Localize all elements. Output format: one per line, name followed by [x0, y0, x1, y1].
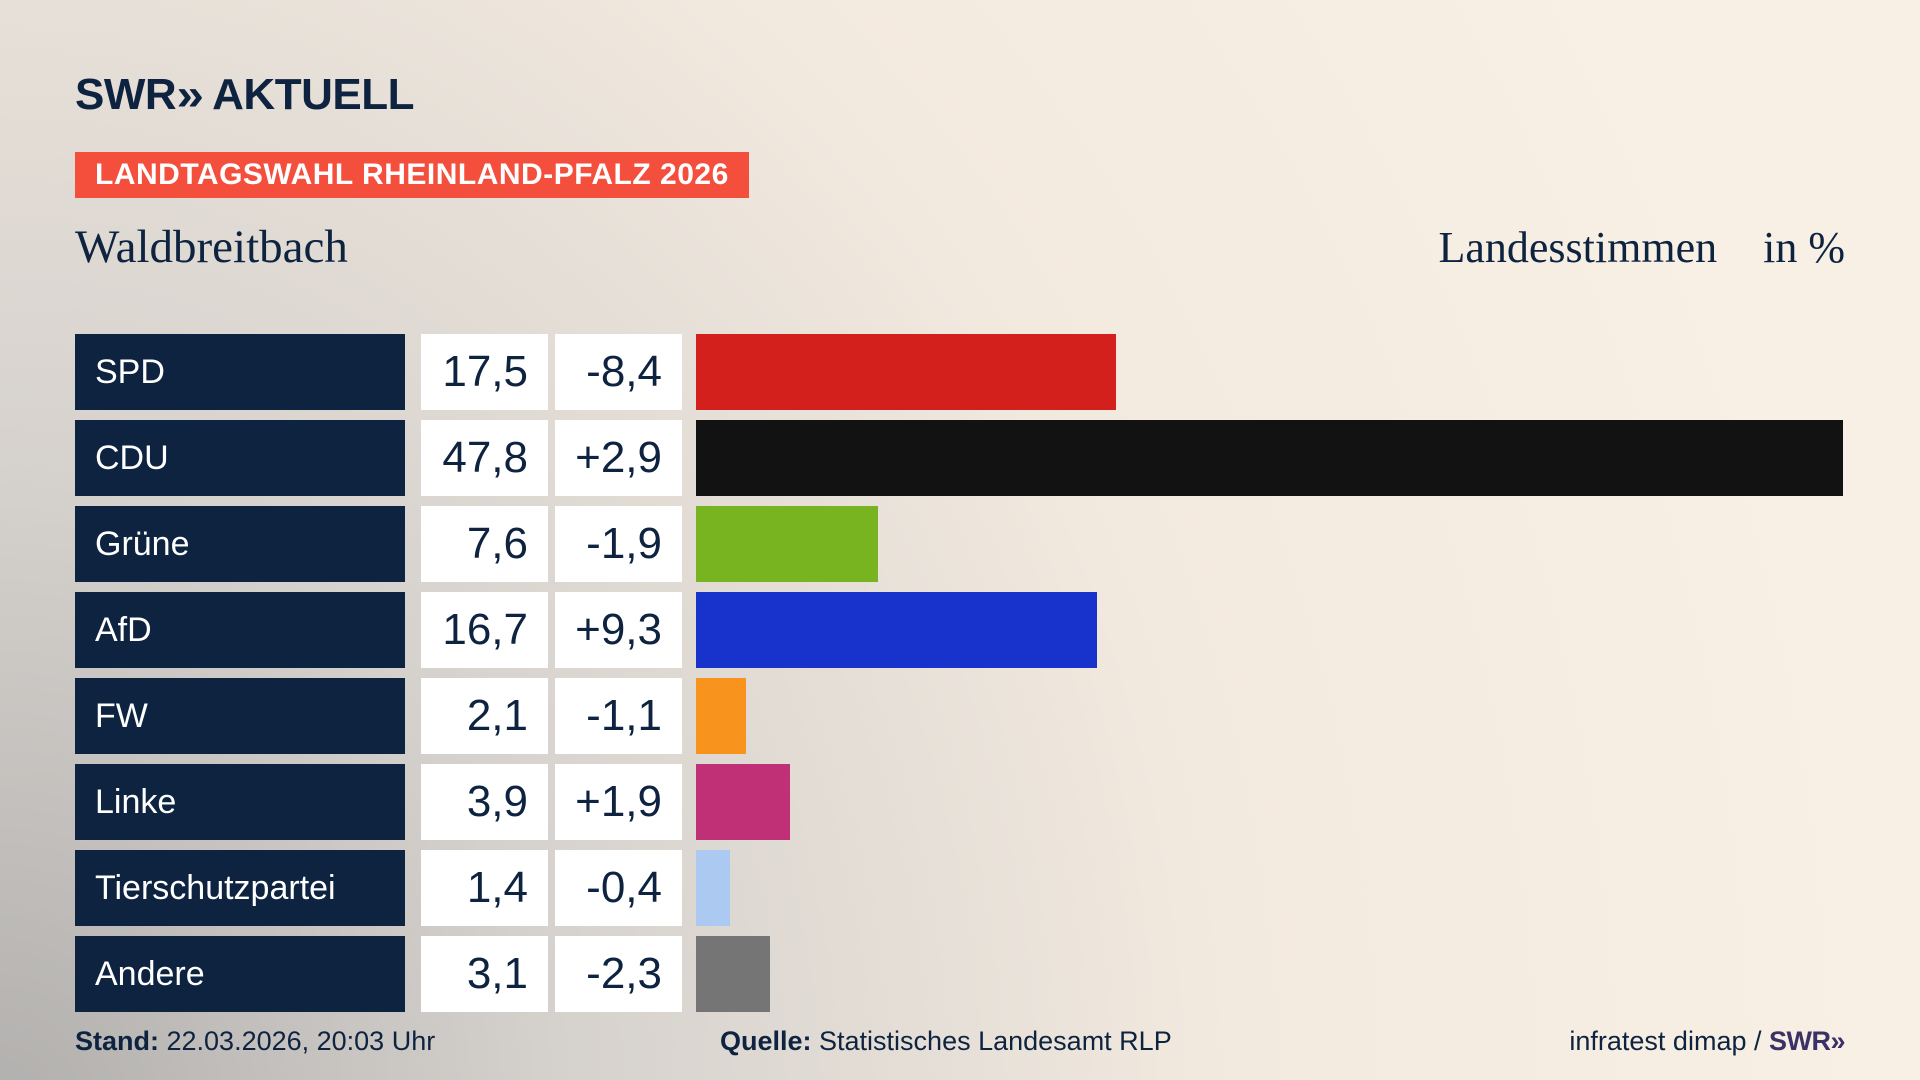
- spacer: [405, 936, 421, 1012]
- spacer: [548, 506, 555, 582]
- swr-footer-logo: SWR»: [1768, 1026, 1846, 1056]
- swr-chevrons-icon: »: [176, 69, 204, 120]
- spacer: [682, 592, 696, 668]
- spacer: [548, 764, 555, 840]
- value-cell: 3,1: [421, 936, 548, 1012]
- value-cell: 47,8: [421, 420, 548, 496]
- spacer: [682, 850, 696, 926]
- spacer: [405, 334, 421, 410]
- change-cell: -8,4: [555, 334, 682, 410]
- party-label: Tierschutzpartei: [75, 850, 405, 926]
- value-cell: 1,4: [421, 850, 548, 926]
- spacer: [405, 764, 421, 840]
- value-cell: 2,1: [421, 678, 548, 754]
- change-cell: -1,9: [555, 506, 682, 582]
- chart-row: Grüne 7,6 -1,9: [75, 506, 1920, 582]
- change-cell: +1,9: [555, 764, 682, 840]
- change-cell: +9,3: [555, 592, 682, 668]
- spacer: [548, 850, 555, 926]
- change-cell: -2,3: [555, 936, 682, 1012]
- attribution: infratest dimap / SWR»: [1569, 1026, 1845, 1057]
- change-cell: -0,4: [555, 850, 682, 926]
- value-cell: 7,6: [421, 506, 548, 582]
- bar: [696, 334, 1116, 410]
- title-row: Waldbreitbach Landesstimmen in %: [75, 220, 1845, 274]
- party-label: Grüne: [75, 506, 405, 582]
- spacer: [548, 936, 555, 1012]
- change-cell: +2,9: [555, 420, 682, 496]
- bar: [696, 936, 770, 1012]
- logo-suffix: AKTUELL: [212, 70, 414, 119]
- bar: [696, 506, 878, 582]
- swr-logo-word: SWR: [75, 70, 177, 119]
- party-label: Linke: [75, 764, 405, 840]
- spacer: [682, 678, 696, 754]
- spacer: [682, 334, 696, 410]
- spacer: [682, 764, 696, 840]
- bar: [696, 764, 790, 840]
- swr-aktuell-logo: SWR» AKTUELL: [75, 70, 414, 120]
- spacer: [682, 420, 696, 496]
- value-header: Landesstimmen: [1438, 223, 1718, 272]
- unit-label: in %: [1763, 223, 1845, 272]
- bar: [696, 592, 1097, 668]
- spacer: [548, 334, 555, 410]
- quelle-value: Statistisches Landesamt RLP: [811, 1026, 1172, 1056]
- chart-row: FW 2,1 -1,1: [75, 678, 1920, 754]
- chart-row: Andere 3,1 -2,3: [75, 936, 1920, 1012]
- chart-rows: SPD 17,5 -8,4 CDU 47,8 +2,9 Grüne 7,6 -1…: [75, 334, 1920, 1022]
- page-title: Waldbreitbach: [75, 221, 348, 273]
- spacer: [405, 506, 421, 582]
- chart-row: Linke 3,9 +1,9: [75, 764, 1920, 840]
- party-label: FW: [75, 678, 405, 754]
- party-label: CDU: [75, 420, 405, 496]
- bar: [696, 850, 730, 926]
- value-cell: 3,9: [421, 764, 548, 840]
- stand-value: 22.03.2026, 20:03 Uhr: [159, 1026, 436, 1056]
- spacer: [405, 678, 421, 754]
- bar: [696, 420, 1843, 496]
- party-label: Andere: [75, 936, 405, 1012]
- party-label: AfD: [75, 592, 405, 668]
- value-type-title: Landesstimmen in %: [1439, 222, 1846, 273]
- stand-label: Stand:: [75, 1026, 159, 1056]
- spacer: [405, 420, 421, 496]
- spacer: [548, 592, 555, 668]
- value-cell: 16,7: [421, 592, 548, 668]
- chart-row: AfD 16,7 +9,3: [75, 592, 1920, 668]
- change-cell: -1,1: [555, 678, 682, 754]
- attribution-text: infratest dimap /: [1569, 1026, 1769, 1056]
- quelle-label: Quelle:: [720, 1026, 812, 1056]
- chart-row: CDU 47,8 +2,9: [75, 420, 1920, 496]
- value-cell: 17,5: [421, 334, 548, 410]
- chart-row: Tierschutzpartei 1,4 -0,4: [75, 850, 1920, 926]
- bar: [696, 678, 746, 754]
- party-label: SPD: [75, 334, 405, 410]
- chart-row: SPD 17,5 -8,4: [75, 334, 1920, 410]
- stand-timestamp: Stand: 22.03.2026, 20:03 Uhr: [75, 1026, 435, 1057]
- footer: Stand: 22.03.2026, 20:03 Uhr Quelle: Sta…: [0, 1026, 1920, 1066]
- spacer: [548, 420, 555, 496]
- election-badge: LANDTAGSWAHL RHEINLAND-PFALZ 2026: [75, 152, 749, 198]
- spacer: [405, 592, 421, 668]
- spacer: [405, 850, 421, 926]
- spacer: [682, 506, 696, 582]
- source-note: Quelle: Statistisches Landesamt RLP: [720, 1026, 1172, 1057]
- spacer: [548, 678, 555, 754]
- spacer: [682, 936, 696, 1012]
